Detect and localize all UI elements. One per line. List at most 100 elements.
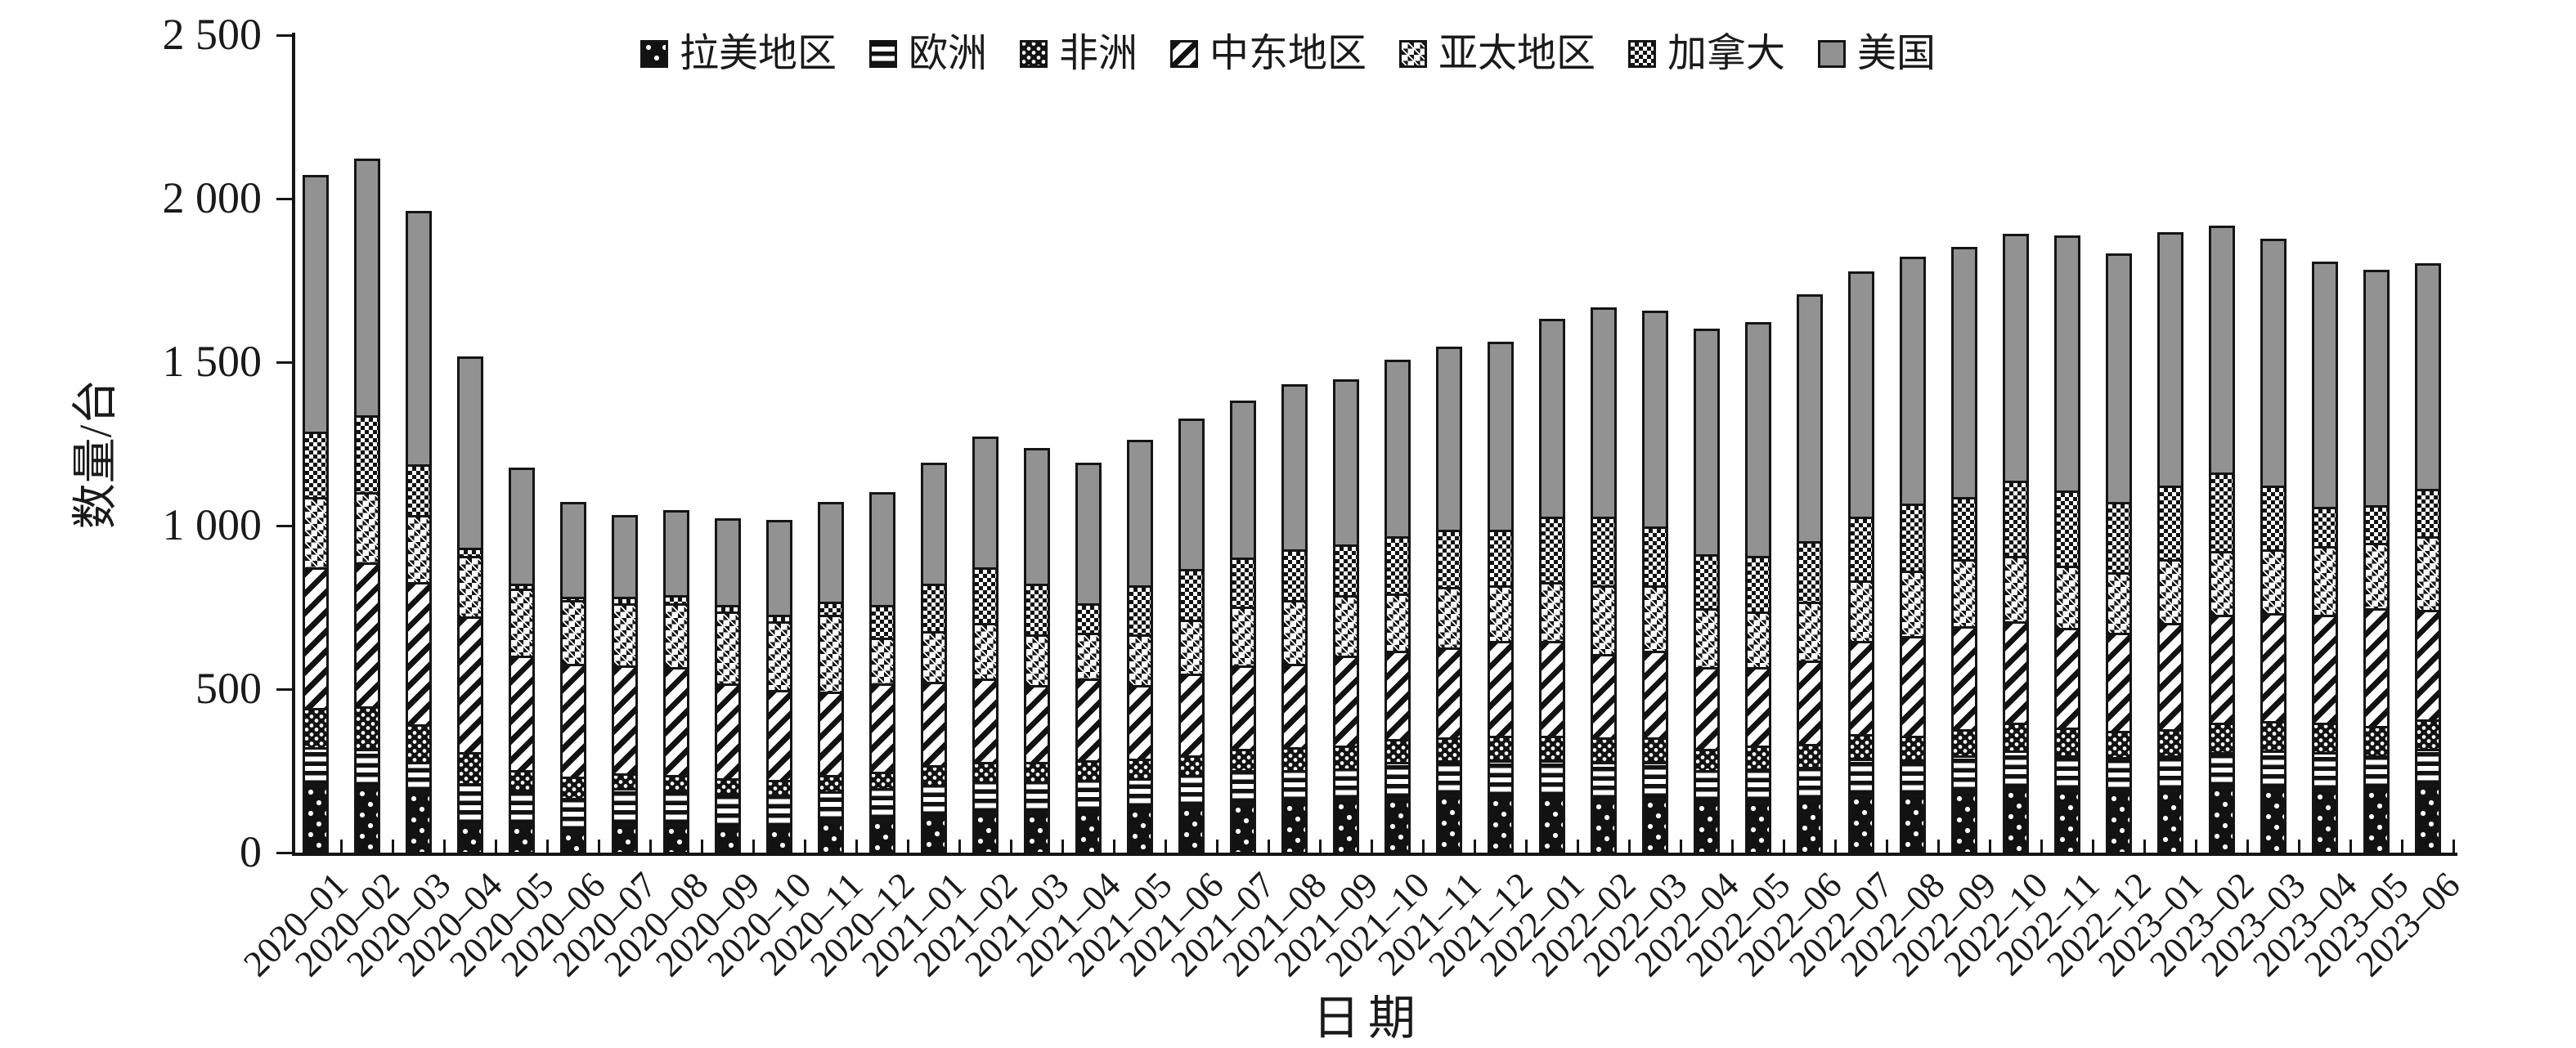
bar-2021–02-segment-usa	[972, 436, 999, 570]
bar-2021–02-segment-canada	[972, 567, 999, 625]
x-tick-14	[1009, 840, 1012, 853]
y-tick-2500	[276, 34, 294, 37]
bar-2020–06-segment-asia-pacific	[559, 599, 586, 666]
bar-2022–12-segment-africa	[2105, 730, 2132, 759]
bar-2022–05-segment-asia-pacific	[1744, 611, 1771, 670]
bar-2021–03-segment-latam	[1023, 812, 1050, 854]
bar-2022–11-segment-mideast	[2053, 627, 2080, 730]
y-tick-label-500: 500	[195, 664, 262, 713]
bar-2022–04-segment-asia-pacific	[1693, 607, 1720, 670]
x-tick-13	[958, 840, 961, 853]
bar-2021–11-segment-africa	[1435, 737, 1462, 763]
legend-item-canada: 加拿大	[1628, 34, 1785, 74]
bar-2022–07-segment-africa	[1847, 733, 1874, 761]
bar-2020–10-segment-africa	[765, 779, 792, 797]
bar-2020–07-segment-africa	[611, 773, 638, 790]
bar-2023–05-segment-latam	[2363, 787, 2390, 854]
x-tick-33	[1988, 840, 1991, 853]
bar-2022–03-segment-canada	[1641, 526, 1668, 588]
bar-2020–04-segment-latam	[456, 823, 483, 854]
bar-2023–04-segment-latam	[2311, 789, 2338, 854]
bar-2021–02-segment-asia-pacific	[972, 622, 999, 681]
bar-2020–05-segment-usa	[508, 467, 535, 586]
bar-2020–02-segment-asia-pacific	[353, 491, 380, 565]
bar-2021–05-segment-europe	[1126, 777, 1153, 810]
bar-2021–06-segment-latam	[1178, 805, 1205, 854]
x-tick-25	[1576, 840, 1579, 853]
bar-2022–05-segment-mideast	[1744, 666, 1771, 748]
bar-2022–04-segment-canada	[1693, 553, 1720, 611]
bar-2020–02-segment-canada	[353, 414, 380, 495]
bar-2021–09-segment-latam	[1332, 799, 1359, 854]
x-tick-7	[648, 840, 652, 853]
x-tick-11	[855, 840, 858, 853]
bar-2021–05-segment-usa	[1126, 439, 1153, 588]
bar-2022–03-segment-usa	[1641, 310, 1668, 529]
x-tick-17	[1164, 840, 1167, 853]
bar-2022–10-segment-europe	[2002, 750, 2029, 790]
bar-2021–10-segment-canada	[1384, 535, 1411, 596]
bar-2021–09-segment-usa	[1332, 378, 1359, 547]
legend-label-africa: 非洲	[1058, 32, 1138, 75]
y-axis-line	[292, 33, 295, 855]
x-tick-18	[1215, 840, 1218, 853]
bar-2020–07-segment-latam	[611, 823, 638, 854]
bar-2020–06-segment-mideast	[559, 663, 586, 779]
bar-2021–12-segment-latam	[1487, 795, 1514, 854]
bar-2022–01-segment-usa	[1538, 318, 1565, 519]
bar-2021–01-segment-canada	[920, 583, 947, 634]
bar-2022–06-segment-mideast	[1796, 660, 1823, 746]
bar-2021–02-segment-africa	[972, 761, 999, 784]
bar-2023–03-segment-latam	[2260, 787, 2287, 854]
bar-2023–05-segment-asia-pacific	[2363, 542, 2390, 611]
bar-2020–03-segment-mideast	[405, 581, 432, 727]
bar-2020–03-segment-canada	[405, 464, 432, 517]
bar-2022–07-segment-usa	[1847, 271, 1874, 519]
bar-2022–08-segment-latam	[1899, 794, 1926, 854]
bar-2020–04-segment-mideast	[456, 616, 483, 755]
bar-2021–10-segment-latam	[1384, 797, 1411, 854]
bar-2020–10-segment-latam	[765, 826, 792, 854]
bar-2020–11-segment-africa	[817, 774, 844, 794]
bar-2021–06-segment-europe	[1178, 774, 1205, 808]
bar-2022–01-segment-mideast	[1538, 640, 1565, 738]
bar-2021–03-segment-mideast	[1023, 684, 1050, 764]
bar-2021–09-segment-asia-pacific	[1332, 594, 1359, 658]
y-tick-2000	[276, 197, 294, 200]
bar-2022–06-segment-europe	[1796, 766, 1823, 802]
bar-2023–04-segment-mideast	[2311, 614, 2338, 725]
bar-2020–03-segment-latam	[405, 790, 432, 854]
bar-2020–12-segment-usa	[868, 491, 895, 607]
legend-swatch-mideast	[1169, 40, 1198, 68]
bar-2021–06-segment-canada	[1178, 568, 1205, 622]
bar-2020–11-segment-asia-pacific	[817, 614, 844, 694]
bar-2021–12-segment-africa	[1487, 735, 1514, 763]
bar-2020–06-segment-usa	[559, 501, 586, 599]
x-tick-31	[1885, 840, 1888, 853]
bar-2023–02-segment-canada	[2208, 472, 2235, 553]
bar-2021–11-segment-latam	[1435, 794, 1462, 854]
x-tick-12	[906, 840, 909, 853]
bar-2021–03-segment-usa	[1023, 447, 1050, 586]
legend-item-usa: 美国	[1818, 34, 1936, 74]
bar-2022–11-segment-usa	[2053, 235, 2080, 493]
bar-2020–03-segment-africa	[405, 723, 432, 764]
bar-2020–12-segment-mideast	[868, 683, 895, 774]
bar-2022–05-segment-europe	[1744, 768, 1771, 804]
legend-item-mideast: 中东地区	[1169, 34, 1367, 74]
x-tick-2	[391, 840, 394, 853]
bar-2020–04-segment-europe	[456, 782, 483, 826]
bar-2021–09-segment-europe	[1332, 768, 1359, 802]
bar-2022–01-segment-asia-pacific	[1538, 581, 1565, 643]
bar-2022–11-segment-asia-pacific	[2053, 565, 2080, 630]
bar-2022–01-segment-canada	[1538, 516, 1565, 584]
bar-2023–03-segment-mideast	[2260, 612, 2287, 723]
bar-2020–04-segment-africa	[456, 751, 483, 786]
y-tick-label-1000: 1 000	[162, 500, 263, 549]
bar-2021–06-segment-asia-pacific	[1178, 619, 1205, 676]
bar-2023–05-segment-usa	[2363, 269, 2390, 508]
bar-2022–03-segment-africa	[1641, 737, 1668, 764]
bar-2021–12-segment-asia-pacific	[1487, 584, 1514, 643]
bar-2021–04-segment-europe	[1075, 779, 1102, 813]
bar-2022–08-segment-usa	[1899, 256, 1926, 506]
